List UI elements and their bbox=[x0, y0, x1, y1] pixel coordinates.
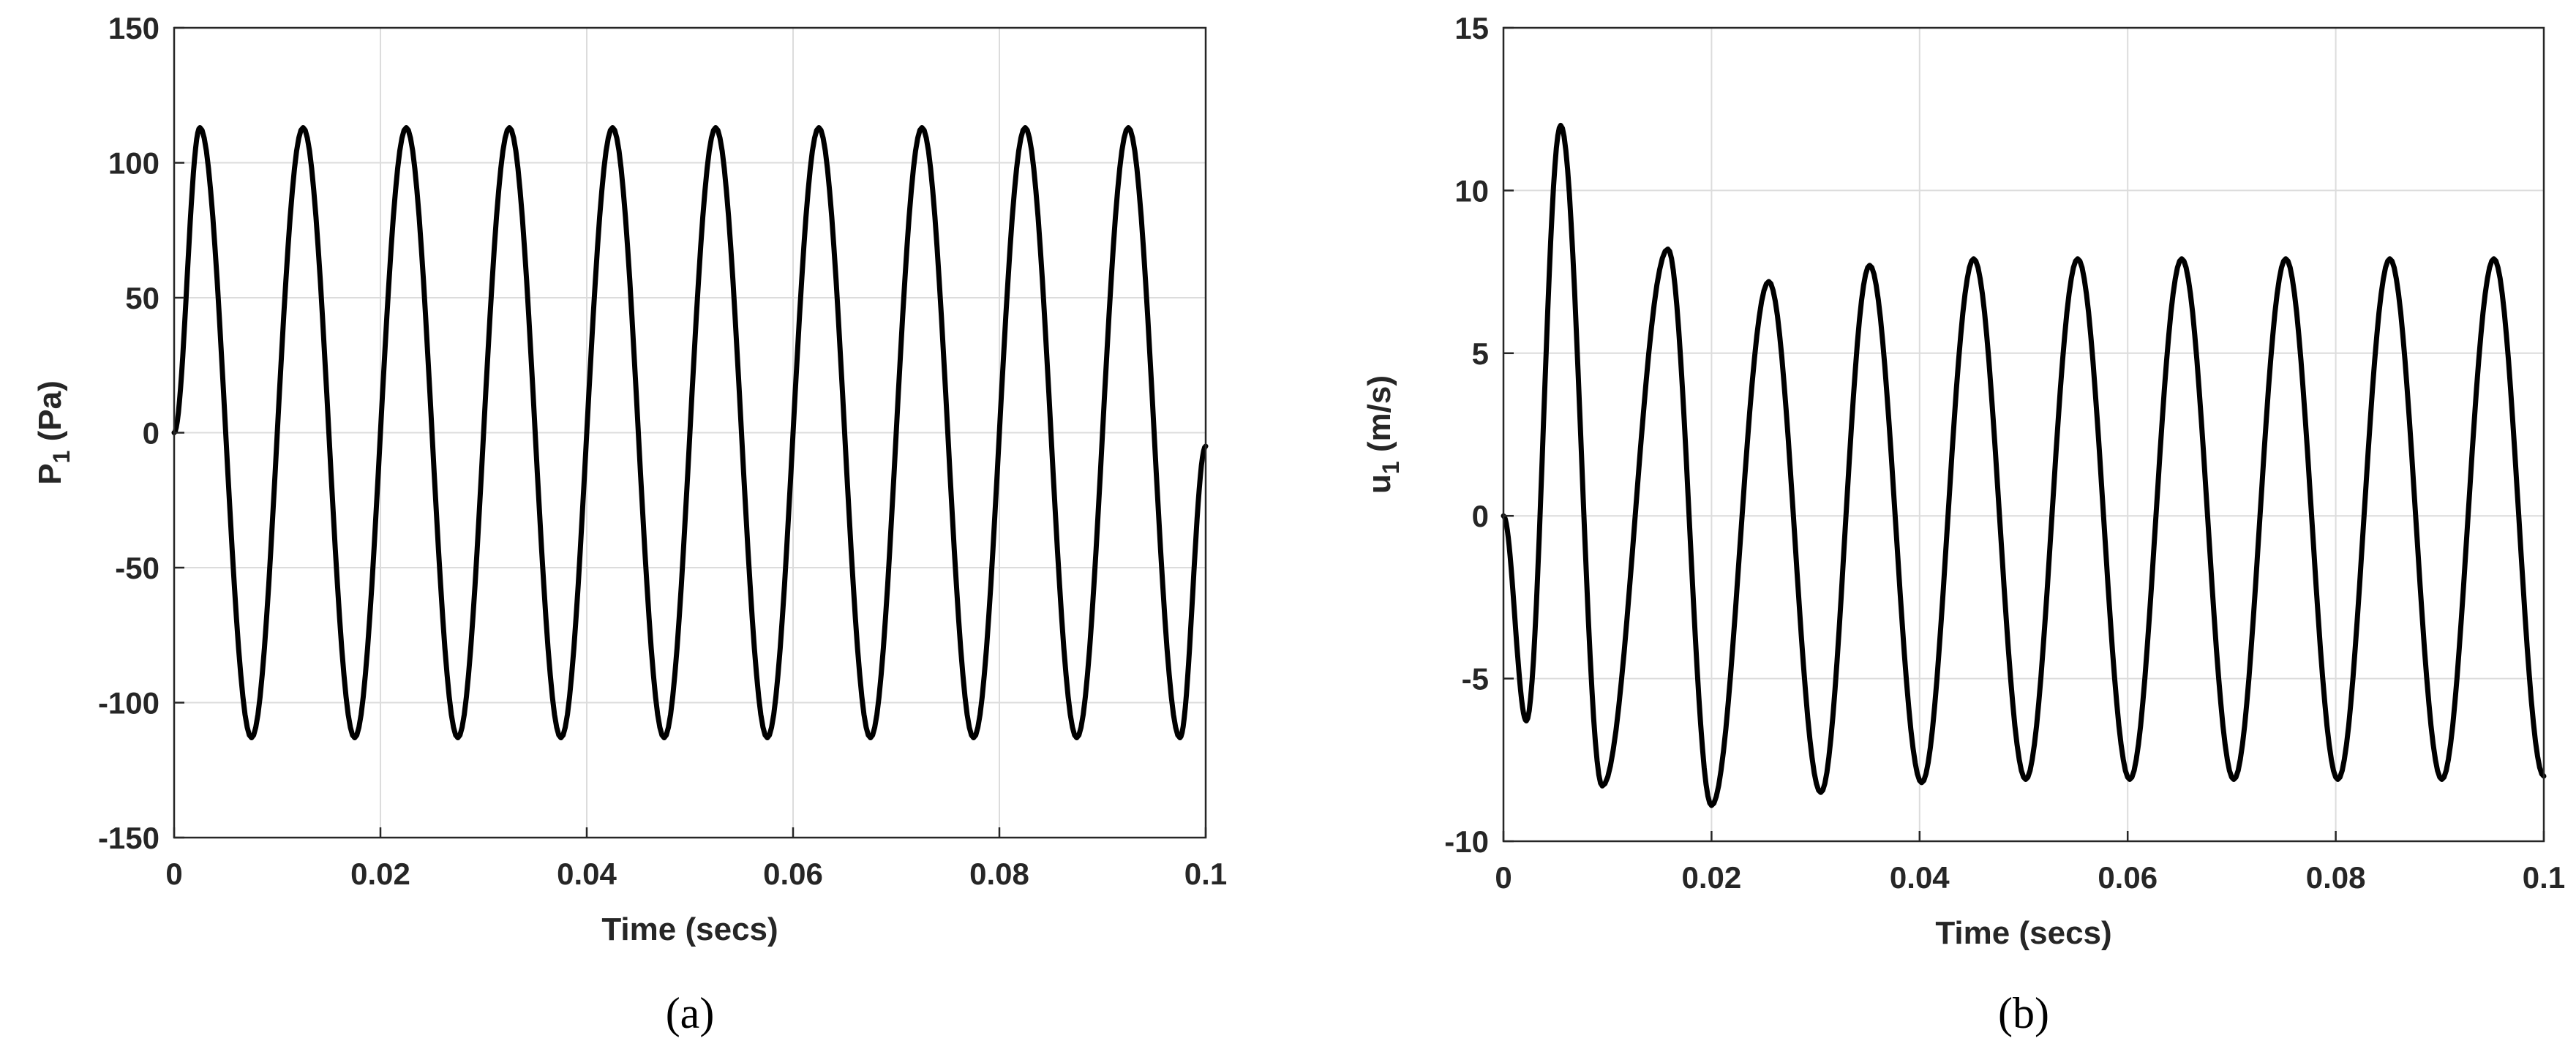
plot-frame bbox=[1502, 26, 2545, 843]
y-tick-label: 100 bbox=[108, 146, 159, 181]
x-tick-label: 0.02 bbox=[350, 857, 410, 891]
y-tick-label: 5 bbox=[1472, 336, 1489, 371]
y-tick-label: -150 bbox=[98, 821, 159, 855]
x-tick-label: 0 bbox=[1495, 860, 1512, 895]
y-tick-label: 10 bbox=[1454, 173, 1489, 208]
chart-panel-b: 0 0.02 0.04 0.06 0.08 0.1 -10 -5 0 5 10 15 Time (s… bbox=[1362, 11, 2565, 1037]
x-tick-labels: 0 0.02 0.04 0.06 0.08 0.1 bbox=[1495, 831, 2565, 895]
y-tick-label: -50 bbox=[115, 551, 159, 585]
x-tick-label: 0.06 bbox=[763, 857, 823, 891]
y-tick-label: 150 bbox=[108, 11, 159, 45]
y-tick-labels: -10 -5 0 5 10 15 bbox=[1444, 11, 1514, 859]
y-tick-labels: -150 -100 -50 0 50 100 150 bbox=[98, 11, 184, 855]
y-tick-label: 50 bbox=[125, 281, 159, 315]
y-tick-label: -10 bbox=[1444, 824, 1489, 859]
y-tick-label: -100 bbox=[98, 686, 159, 721]
y-axis-label: P1 (Pa) bbox=[32, 380, 75, 485]
pressure-series-line bbox=[171, 125, 1209, 740]
x-tick-label: 0.1 bbox=[1184, 857, 1227, 891]
x-tick-label: 0 bbox=[165, 857, 182, 891]
x-axis-label: Time (secs) bbox=[601, 911, 778, 947]
x-tick-labels: 0 0.02 0.04 0.06 0.08 0.1 bbox=[165, 827, 1227, 891]
x-tick-label: 0.1 bbox=[2523, 860, 2565, 895]
x-tick-label: 0.02 bbox=[1682, 860, 1742, 895]
x-tick-label: 0.08 bbox=[2306, 860, 2366, 895]
x-tick-label: 0.08 bbox=[969, 857, 1029, 891]
y-axis-label: u1 (m/s) bbox=[1362, 375, 1404, 494]
y-tick-label: 0 bbox=[1472, 499, 1489, 533]
y-tick-label: -5 bbox=[1462, 662, 1489, 696]
panel-caption: (b) bbox=[1998, 989, 2049, 1037]
grid-lines bbox=[1503, 27, 2545, 842]
velocity-series-line bbox=[1501, 122, 2547, 808]
x-axis-label: Time (secs) bbox=[1935, 915, 2111, 951]
chart-panel-a: 0 0.02 0.04 0.06 0.08 0.1 -150 -100 -50 0 50 100 15… bbox=[32, 11, 1227, 1037]
panel-caption: (a) bbox=[666, 989, 715, 1037]
x-tick-label: 0.04 bbox=[557, 857, 617, 891]
x-tick-label: 0.04 bbox=[1890, 860, 1950, 895]
y-tick-label: 15 bbox=[1454, 11, 1489, 45]
x-tick-label: 0.06 bbox=[2098, 860, 2158, 895]
y-tick-label: 0 bbox=[143, 416, 159, 451]
